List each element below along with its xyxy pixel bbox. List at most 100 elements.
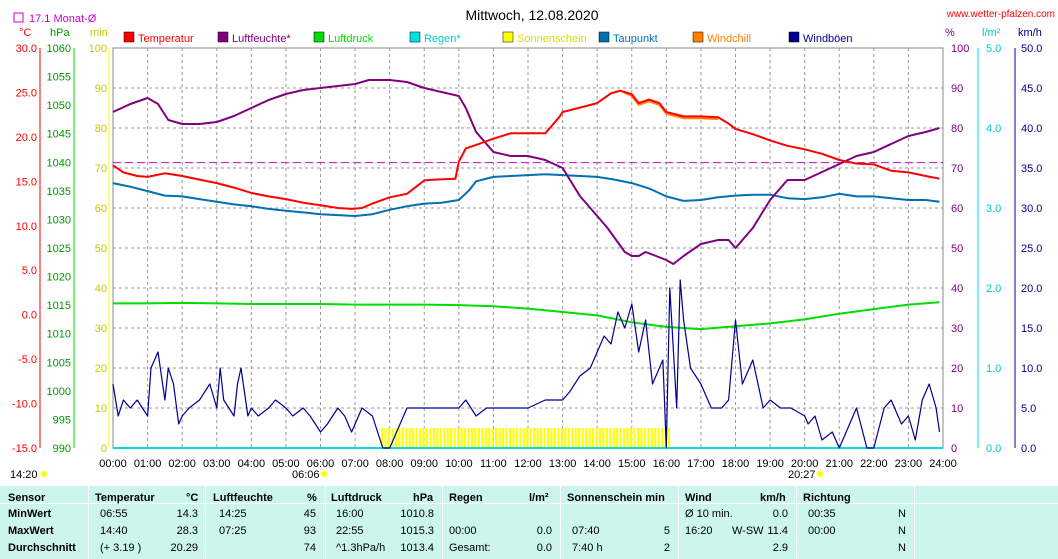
x-tick-label: 07:00 <box>341 458 369 470</box>
sunshine-bar <box>626 428 629 448</box>
sunshine-bar <box>498 428 501 448</box>
sunshine-bar <box>429 428 432 448</box>
tick-label-pressure: 1030 <box>47 214 71 226</box>
tick-label-pressure: 1000 <box>47 386 71 398</box>
sunshine-bar <box>502 428 505 448</box>
x-tick-label: 20:00 <box>791 458 819 470</box>
sunshine-bar <box>550 428 553 448</box>
stats-header-wind-unit: km/h <box>760 492 786 504</box>
stats-header-pressure-unit: hPa <box>413 492 434 504</box>
x-tick-label: 24:00 <box>929 458 957 470</box>
stats-header-sensor: Sensor <box>8 492 46 504</box>
start-time-label: 14:20 <box>10 469 38 481</box>
legend-label: Taupunkt <box>613 33 658 45</box>
stats-col-divider <box>796 486 797 559</box>
chart-plot <box>112 79 943 449</box>
sunshine-bar <box>470 428 474 448</box>
legend-swatch <box>502 31 514 43</box>
tick-label-rain: 1.0 <box>986 363 1001 375</box>
legend-swatch <box>409 31 421 43</box>
tick-label-temp: 10.0 <box>16 221 37 233</box>
sunshine-bar <box>557 428 560 448</box>
legend-label: Sonnenschein <box>517 33 587 45</box>
sunshine-bar <box>522 428 525 448</box>
tick-label-temp: -10.0 <box>12 399 37 411</box>
stats-col-divider <box>88 486 89 559</box>
tick-label-wind: 45.0 <box>1021 83 1042 95</box>
sunshine-bar <box>585 428 588 448</box>
tick-label-humidity: 100 <box>951 43 969 55</box>
legend-label: Luftfeuchte* <box>232 33 291 45</box>
start-sun-icon <box>41 471 47 477</box>
tick-label-wind: 30.0 <box>1021 203 1042 215</box>
stats-cell-sun-time: 7:40 h <box>572 542 603 554</box>
tick-label-pressure: 1005 <box>47 357 71 369</box>
sunshine-bar <box>446 428 449 448</box>
sunshine-bar <box>450 428 453 448</box>
tick-label-rain: 4.0 <box>986 123 1001 135</box>
stats-col-divider <box>205 486 206 559</box>
stats-header-sun: Sonnenschein min <box>567 492 665 504</box>
chart-legend: Temperatur Luftfeuchte* Luftdruck Regen* Son… <box>123 31 853 45</box>
sunset-icon <box>817 471 823 477</box>
sunshine-bar <box>533 428 536 448</box>
stats-cell-dir-time: 00:00 <box>808 525 836 537</box>
x-tick-label: 22:00 <box>860 458 888 470</box>
legend-swatch <box>313 31 325 43</box>
sunshine-bar <box>654 428 657 448</box>
tick-label-minutes: 20 <box>95 363 107 375</box>
stats-cell-dir-val: N <box>898 525 906 537</box>
sunshine-bar <box>457 428 460 448</box>
sunrise-icon <box>321 471 327 477</box>
x-tick-label: 01:00 <box>134 458 162 470</box>
sunshine-bar <box>540 428 543 448</box>
tick-label-pressure: 1040 <box>47 157 71 169</box>
tick-label-pressure: 1035 <box>47 186 71 198</box>
sunshine-bar <box>519 428 522 448</box>
sunset-label: 20:27 <box>788 469 816 481</box>
stats-cell-dir-val: N <box>898 508 906 520</box>
tick-label-wind: 25.0 <box>1021 243 1042 255</box>
sunshine-bar <box>512 428 515 448</box>
stats-cell-rain-val: 0.0 <box>536 525 552 537</box>
series-line-windben <box>112 279 941 449</box>
sunshine-bar <box>422 428 425 448</box>
sunshine-bar <box>598 428 601 448</box>
chart-grid <box>112 47 944 449</box>
chart-title: Mittwoch, 12.08.2020 <box>465 7 598 23</box>
series-line-luftfeuchte <box>112 79 940 265</box>
sunshine-bar <box>636 428 640 448</box>
tick-label-wind: 0.0 <box>1021 443 1036 455</box>
sunshine-bar <box>605 428 608 448</box>
series-line-temperatur <box>112 89 940 210</box>
tick-label-wind: 20.0 <box>1021 283 1042 295</box>
sunshine-bar <box>467 428 470 448</box>
x-tick-label: 13:00 <box>549 458 577 470</box>
stats-cell-temp-time: 14:40 <box>100 525 128 537</box>
sunshine-bar <box>633 428 636 448</box>
x-tick-label: 21:00 <box>825 458 853 470</box>
stats-col-divider <box>678 486 679 559</box>
sunshine-bar <box>529 428 532 448</box>
tick-label-rain: 5.0 <box>986 43 1001 55</box>
sunshine-bar <box>515 428 518 448</box>
legend-swatch <box>123 31 135 43</box>
legend-swatch <box>217 31 229 43</box>
tick-label-wind: 40.0 <box>1021 123 1042 135</box>
sunshine-bar <box>640 428 643 448</box>
tick-label-humidity: 0 <box>951 443 957 455</box>
tick-label-minutes: 0 <box>101 443 107 455</box>
sunshine-bar <box>650 428 653 448</box>
sunshine-bar <box>464 428 467 448</box>
website-label[interactable]: www.wetter-pfalzen.com <box>946 9 1055 20</box>
tick-label-minutes: 70 <box>95 163 107 175</box>
sunshine-bar <box>574 428 577 448</box>
legend-swatch <box>598 31 610 43</box>
sunshine-bar <box>484 428 487 448</box>
sunshine-bar <box>436 428 439 448</box>
x-tick-label: 06:00 <box>307 458 335 470</box>
sunshine-bar <box>543 428 546 448</box>
stats-header-wind: Wind <box>685 492 712 504</box>
sunshine-bar <box>564 428 567 448</box>
stats-cell-press-time: 22:55 <box>336 525 364 537</box>
